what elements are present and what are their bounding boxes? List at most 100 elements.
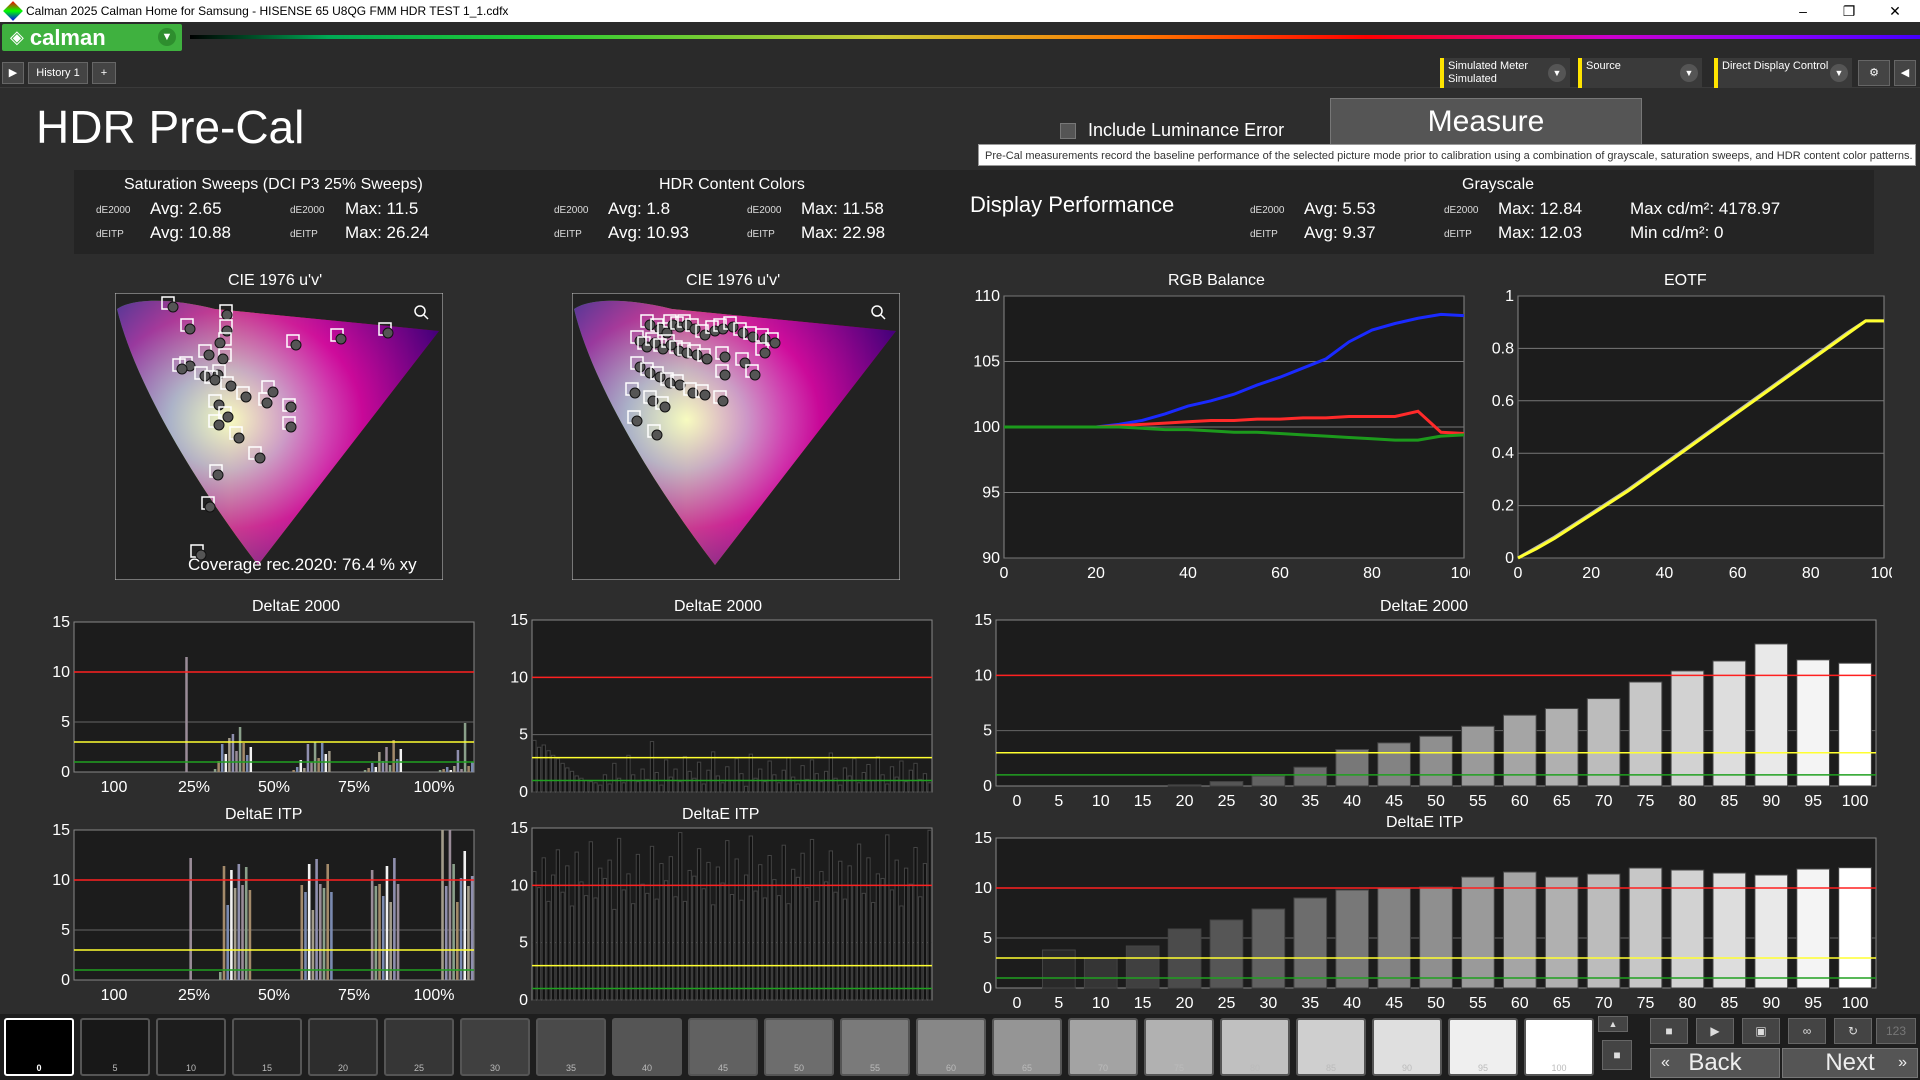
bar	[385, 747, 388, 772]
bar	[1796, 659, 1830, 787]
meter-selector[interactable]: Simulated Meter Simulated ▼	[1440, 58, 1570, 88]
bar	[852, 758, 857, 793]
bar	[734, 758, 739, 793]
patch-swatch[interactable]: 25	[384, 1018, 454, 1076]
patch-swatch[interactable]: 75	[1144, 1018, 1214, 1076]
maximize-button[interactable]: ❐	[1842, 3, 1856, 19]
patch-swatch[interactable]: 5	[80, 1018, 150, 1076]
patch-swatch[interactable]: 65	[992, 1018, 1062, 1076]
measured-point	[651, 429, 663, 441]
measured-point	[212, 469, 224, 481]
cie-diagram-hdr-content[interactable]	[572, 293, 900, 580]
bar	[894, 776, 899, 793]
calman-logo[interactable]: ◈ calman ▼	[2, 24, 182, 51]
include-luminance-checkbox[interactable]	[1060, 123, 1076, 139]
patch-swatch[interactable]: 40	[612, 1018, 682, 1076]
patch-swatch[interactable]: 20	[308, 1018, 378, 1076]
zoom-icon[interactable]	[414, 305, 426, 317]
bar	[467, 766, 470, 772]
back-button[interactable]: « Back	[1650, 1048, 1780, 1078]
tab-bar: ▶ History 1 + Simulated Meter Simulated …	[0, 52, 1920, 88]
next-button[interactable]: Next »	[1782, 1048, 1918, 1078]
measured-point	[167, 301, 179, 313]
patch-swatch[interactable]: 10	[156, 1018, 226, 1076]
stop-icon[interactable]: ■	[1650, 1018, 1688, 1044]
y-tick-label: 0.2	[1492, 498, 1514, 515]
bar	[388, 765, 392, 772]
measured-point	[699, 389, 711, 401]
bar	[711, 904, 716, 1001]
x-tick-label: 25%	[178, 987, 210, 1004]
zoom-icon[interactable]	[871, 305, 883, 317]
minimize-button[interactable]: –	[1799, 3, 1807, 19]
measured-point	[240, 391, 252, 403]
bar	[791, 868, 796, 1001]
close-button[interactable]: ✕	[1889, 3, 1901, 19]
x-tick-label: 100%	[414, 987, 455, 1004]
refresh-icon[interactable]: ↻	[1834, 1018, 1872, 1044]
series-line-2	[1004, 425, 1465, 442]
patch-swatch[interactable]: 60	[916, 1018, 986, 1076]
bar	[303, 768, 306, 772]
hdr-itp-avg: Avg: 10.93	[608, 223, 689, 242]
measured-point	[335, 333, 347, 345]
patch-swatch[interactable]: 95	[1448, 1018, 1518, 1076]
patch-swatch-label: 5	[112, 1063, 118, 1073]
y-tick-label: 10	[974, 880, 992, 897]
patch-bar: 0 5 10 15 20 25 30 35 40 45 50 55 60 65 70 75 80 85 90 95 10…	[0, 1014, 1920, 1080]
y-tick-label: 10	[52, 872, 70, 889]
bar	[213, 769, 217, 772]
patch-swatch-label: 85	[1325, 1063, 1336, 1073]
chevron-down-icon[interactable]: ▼	[1830, 64, 1848, 82]
patch-swatch[interactable]: 70	[1068, 1018, 1138, 1076]
source-selector[interactable]: Source ▼	[1578, 58, 1702, 88]
gray-title: Grayscale	[1462, 176, 1535, 193]
tab-history-1[interactable]: History 1	[28, 62, 88, 84]
bar	[776, 782, 782, 793]
sat-label: dE2000	[96, 205, 131, 216]
save-disk-icon[interactable]: ▣	[1742, 1018, 1780, 1044]
y-tick-label: 15	[52, 614, 70, 631]
patch-swatch[interactable]: 55	[840, 1018, 910, 1076]
bar	[228, 738, 231, 772]
patch-swatch[interactable]: 100	[1524, 1018, 1594, 1076]
chevron-up-icon[interactable]: ▲	[1598, 1016, 1628, 1032]
patch-swatch[interactable]: 35	[536, 1018, 606, 1076]
bar	[326, 864, 329, 980]
measured-point	[719, 351, 731, 363]
patch-swatch[interactable]: 90	[1372, 1018, 1442, 1076]
settings-gear-icon[interactable]: ⚙	[1858, 60, 1890, 86]
bar	[612, 762, 617, 793]
add-tab-button[interactable]: +	[92, 62, 116, 84]
bar	[224, 754, 228, 772]
series-line-1	[1517, 319, 1884, 560]
hdr-de-title: DeltaE 2000	[674, 598, 763, 615]
patch-swatch[interactable]: 45	[688, 1018, 758, 1076]
eotf-title: EOTF	[1664, 272, 1707, 289]
cie-diagram-saturation[interactable]	[115, 293, 443, 580]
patch-swatch[interactable]: 15	[232, 1018, 302, 1076]
bar	[701, 888, 706, 1001]
x-tick-label: 75	[1637, 793, 1655, 808]
patch-swatch[interactable]: 0	[4, 1018, 74, 1076]
play-icon[interactable]: ▶	[1696, 1018, 1734, 1044]
gray-label: dEITP	[1444, 229, 1472, 240]
bar	[555, 758, 561, 793]
chevron-down-icon[interactable]: ▼	[1548, 64, 1566, 82]
measure-button[interactable]: Measure	[1330, 98, 1642, 146]
play-sidebar-icon[interactable]: ▶	[2, 62, 24, 84]
patch-swatch-label: 20	[337, 1063, 348, 1073]
measured-point	[217, 353, 229, 365]
next-label: Next	[1825, 1049, 1875, 1076]
patch-swatch[interactable]: 50	[764, 1018, 834, 1076]
stop-square-icon[interactable]: ■	[1602, 1040, 1632, 1070]
loop-icon[interactable]: ∞	[1788, 1018, 1826, 1044]
patch-swatch[interactable]: 30	[460, 1018, 530, 1076]
collapse-panel-icon[interactable]: ◀	[1894, 60, 1916, 86]
patch-swatch[interactable]: 85	[1296, 1018, 1366, 1076]
bar	[456, 750, 460, 772]
chevron-down-icon[interactable]: ▼	[1680, 64, 1698, 82]
patch-swatch[interactable]: 80	[1220, 1018, 1290, 1076]
logo-dropdown-icon[interactable]: ▼	[158, 28, 176, 46]
display-control-selector[interactable]: Direct Display Control ▼	[1714, 58, 1852, 88]
